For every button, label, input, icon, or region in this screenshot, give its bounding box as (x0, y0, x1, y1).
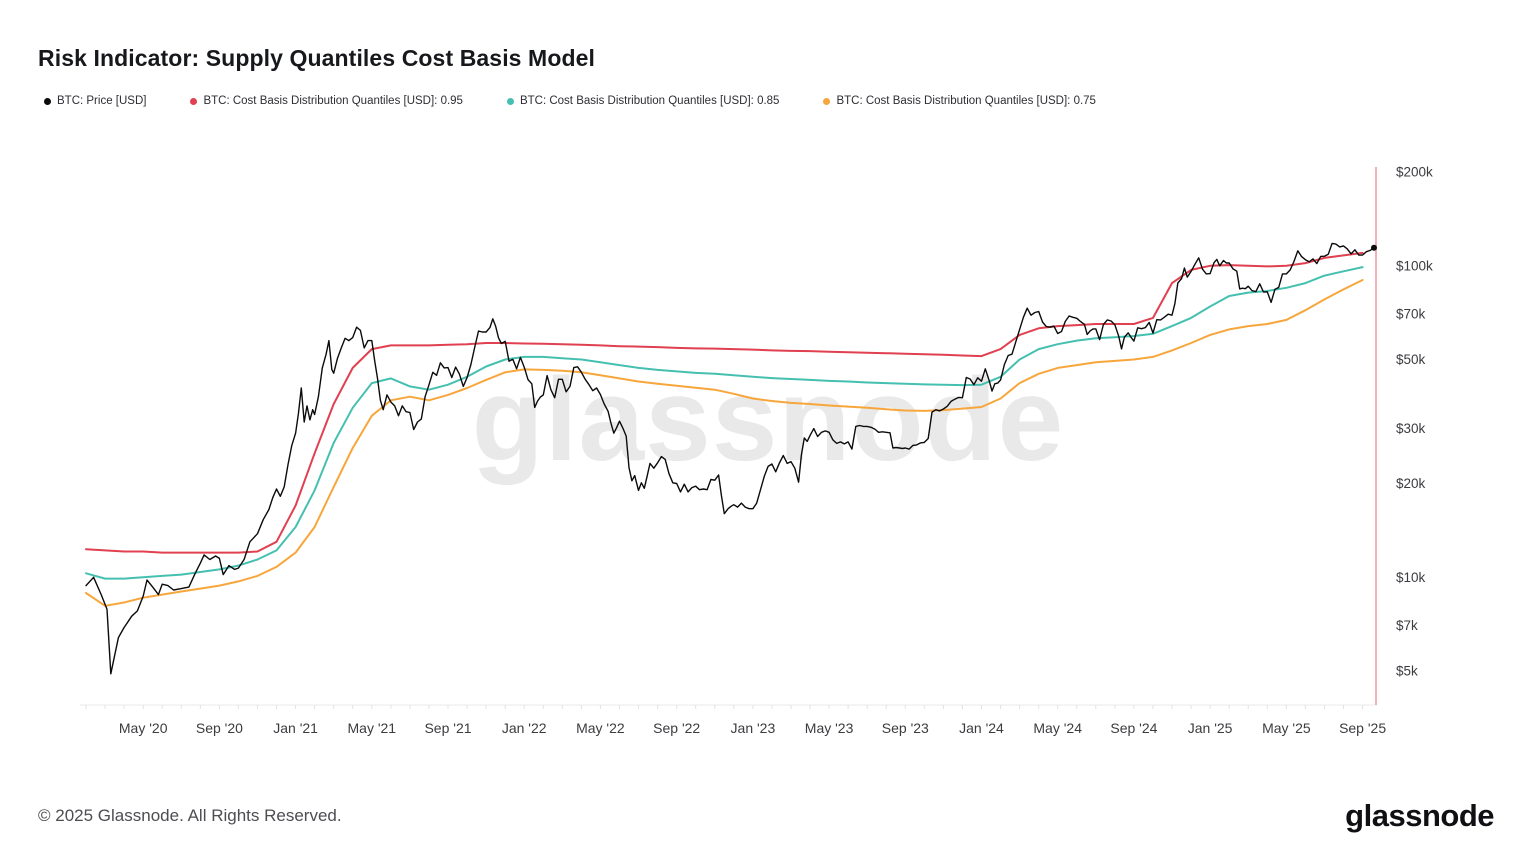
legend-item-quantile-085[interactable]: BTC: Cost Basis Distribution Quantiles [… (506, 95, 780, 107)
legend-item-btc-price[interactable]: BTC: Price [USD] (44, 95, 146, 107)
quantile-085-line (85, 266, 1364, 580)
y-tick-label: $30k (1396, 421, 1426, 436)
quantile-075-line (85, 279, 1364, 607)
y-tick-label: $70k (1396, 307, 1426, 322)
price-line (85, 242, 1375, 675)
x-tick-label: Jan '24 (959, 720, 1004, 736)
x-tick-label: May '25 (1262, 720, 1311, 736)
legend-dot-quantile-085-icon (506, 97, 514, 105)
quantile-095-line (85, 251, 1364, 554)
y-tick-label: $200k (1396, 165, 1433, 180)
price-last-point-dot (1371, 244, 1377, 251)
legend-dot-quantile-095-icon (190, 97, 198, 105)
legend-label-quantile-095: BTC: Cost Basis Distribution Quantiles [… (203, 95, 463, 107)
x-tick-label: Sep '24 (1110, 720, 1157, 736)
legend-item-quantile-075[interactable]: BTC: Cost Basis Distribution Quantiles [… (823, 95, 1096, 107)
x-tick-label: Sep '20 (196, 720, 243, 736)
y-tick-label: $5k (1396, 664, 1418, 679)
legend-label-price: BTC: Price [USD] (57, 95, 147, 107)
chart-legend: BTC: Price [USD] BTC: Cost Basis Distrib… (44, 95, 1096, 107)
copyright-text: © 2025 Glassnode. All Rights Reserved. (38, 806, 342, 825)
x-tick-label: Sep '22 (653, 720, 700, 736)
y-tick-label: $50k (1396, 352, 1426, 367)
x-tick-label: May '24 (1033, 720, 1082, 736)
y-tick-label: $20k (1396, 476, 1426, 491)
x-tick-label: May '21 (348, 720, 397, 736)
page-title: Risk Indicator: Supply Quantiles Cost Ba… (38, 45, 596, 72)
legend-dot-quantile-075-icon (823, 97, 831, 105)
x-tick-label: Jan '23 (731, 720, 776, 736)
glassnode-watermark: glassnode (471, 354, 1065, 486)
legend-item-quantile-095[interactable]: BTC: Cost Basis Distribution Quantiles [… (190, 95, 463, 107)
y-tick-label: $10k (1396, 570, 1426, 585)
x-tick-label: May '20 (119, 720, 168, 736)
x-tick-label: Jan '21 (273, 720, 318, 736)
legend-label-quantile-085: BTC: Cost Basis Distribution Quantiles [… (519, 95, 780, 107)
glassnode-logo-wordmark: glassnode (1345, 798, 1494, 833)
y-tick-label: $100k (1396, 258, 1433, 273)
legend-dot-price-icon (44, 97, 51, 105)
y-tick-label: $7k (1396, 618, 1418, 633)
x-tick-label: Jan '22 (502, 720, 547, 736)
x-tick-label: Sep '21 (424, 720, 471, 736)
x-tick-label: Sep '25 (1339, 720, 1386, 736)
x-tick-label: May '22 (576, 720, 625, 736)
x-tick-label: Sep '23 (882, 720, 929, 736)
x-tick-label: May '23 (805, 720, 854, 736)
x-tick-label: Jan '25 (1188, 720, 1233, 736)
legend-label-quantile-075: BTC: Cost Basis Distribution Quantiles [… (836, 95, 1096, 107)
